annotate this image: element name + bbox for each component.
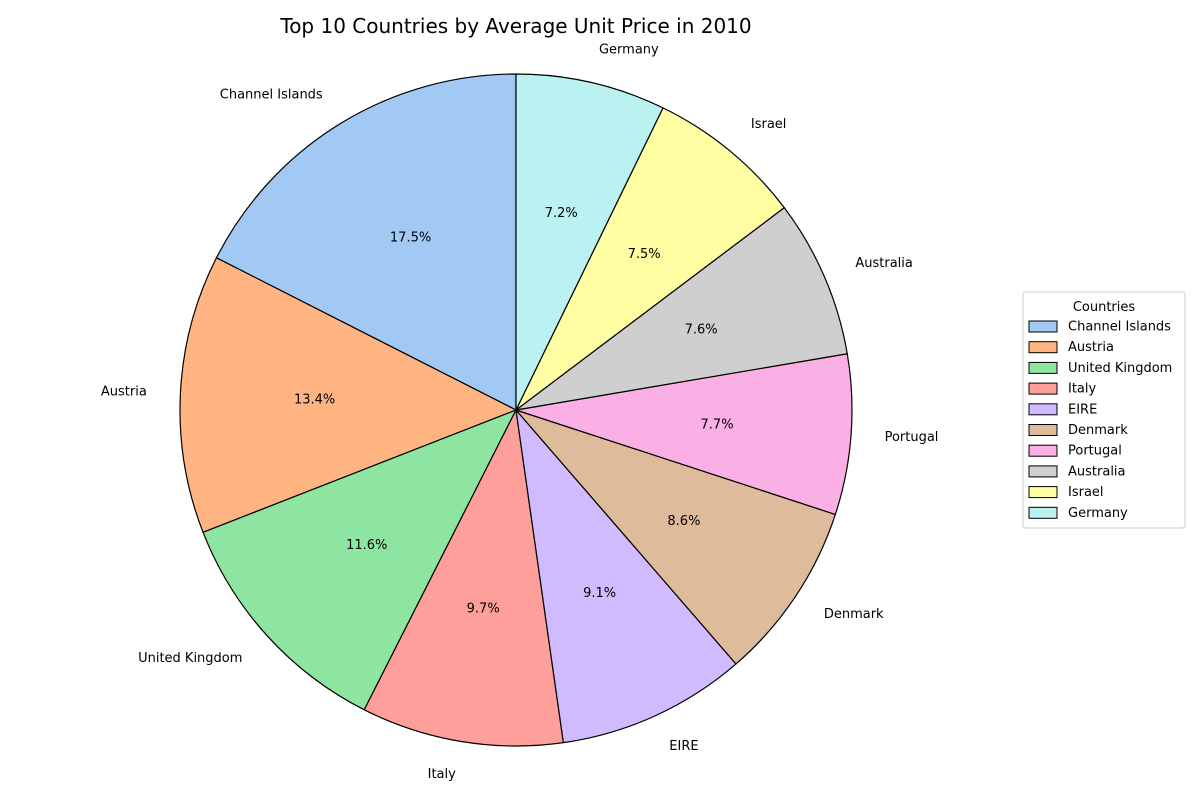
legend-swatch-germany (1028, 506, 1058, 519)
pie-slice-denmark (515, 409, 836, 665)
slice-label-united-kingdom: United Kingdom (138, 651, 242, 666)
slice-label-portugal: Portugal (885, 430, 939, 445)
legend-label-australia: Australia (1068, 464, 1126, 479)
legend-frame (1022, 291, 1186, 529)
slice-labels: Channel Islands Austria United Kingdom Ital… (101, 42, 939, 782)
slice-label-australia: Australia (855, 256, 913, 271)
percent-label-austria: 13.4% (294, 393, 335, 408)
pie-slice-austria (179, 257, 517, 533)
pie-slice-eire (515, 409, 737, 744)
legend-label-eire: EIRE (1068, 402, 1097, 417)
pie-slice-portugal (515, 353, 853, 516)
percent-label-denmark: 8.6% (667, 514, 700, 529)
legend-swatch-australia (1028, 465, 1058, 478)
slice-label-denmark: Denmark (824, 607, 884, 622)
legend-label-united-kingdom: United Kingdom (1068, 361, 1172, 376)
percent-label-united-kingdom: 11.6% (346, 538, 387, 553)
pie-slice-israel (515, 107, 785, 411)
legend-swatch-eire (1028, 403, 1058, 416)
legend-label-channel-islands: Channel Islands (1068, 320, 1171, 335)
legend-items: Channel Islands Austria United Kingdom Ital… (1028, 320, 1172, 521)
slice-label-israel: Israel (751, 117, 787, 132)
percent-label-israel: 7.5% (628, 247, 661, 262)
pie-slice-italy (363, 409, 564, 747)
pie-slice-channel-islands (215, 73, 517, 411)
percent-label-eire: 9.1% (583, 586, 616, 601)
legend-title: Countries (1073, 300, 1136, 315)
legend-label-italy: Italy (1068, 382, 1097, 397)
slice-label-italy: Italy (428, 767, 457, 782)
pie-slice-australia (515, 207, 848, 411)
pie-slice-germany (515, 73, 664, 411)
slice-label-eire: EIRE (669, 739, 698, 754)
percent-label-portugal: 7.7% (701, 417, 734, 432)
legend-swatch-channel-islands (1028, 320, 1058, 333)
legend-swatch-austria (1028, 341, 1058, 354)
legend-swatch-israel (1028, 486, 1058, 499)
legend-label-denmark: Denmark (1068, 423, 1128, 438)
legend: Countries Channel Islands Austria United K… (1022, 291, 1186, 529)
percent-label-australia: 7.6% (685, 323, 718, 338)
percent-label-channel-islands: 17.5% (390, 231, 431, 246)
pie-slices (179, 73, 853, 747)
legend-swatch-united-kingdom (1028, 361, 1058, 374)
legend-label-germany: Germany (1068, 506, 1128, 521)
legend-swatch-italy (1028, 382, 1058, 395)
legend-swatch-portugal (1028, 444, 1058, 457)
percent-label-germany: 7.2% (545, 206, 578, 221)
legend-label-israel: Israel (1068, 485, 1104, 500)
chart-title: Top 10 Countries by Average Unit Price i… (279, 14, 751, 38)
percent-labels: 17.5% 13.4% 11.6% 9.7% 9.1% 8.6% 7.7% 7.6% 7.5% 7… (294, 206, 734, 616)
pie-slice-united-kingdom (202, 409, 517, 711)
slice-label-channel-islands: Channel Islands (220, 87, 323, 102)
legend-label-austria: Austria (1068, 340, 1114, 355)
slice-label-germany: Germany (599, 42, 659, 57)
legend-label-portugal: Portugal (1068, 444, 1122, 459)
slice-label-austria: Austria (101, 384, 147, 399)
legend-swatch-denmark (1028, 424, 1058, 436)
percent-label-italy: 9.7% (467, 601, 500, 616)
